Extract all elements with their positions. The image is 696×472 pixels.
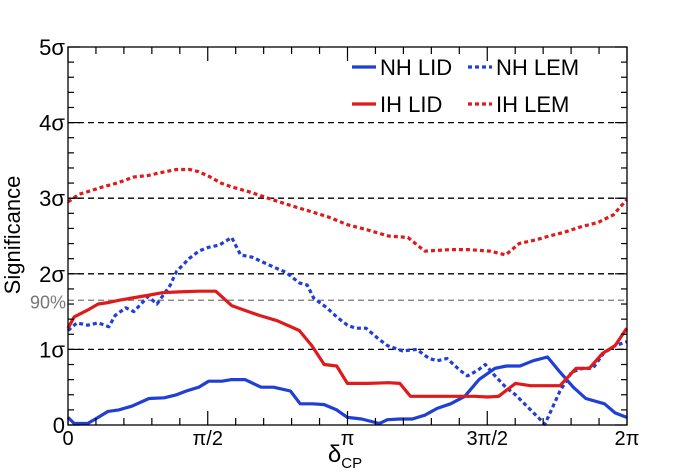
tick-labels: 0 1σ 2σ 3σ 4σ 5σ 0 π/2 π 3π/2 2π [39, 35, 639, 450]
series-line-ih-lem [67, 167, 628, 257]
x-tick-label: 3π/2 [466, 428, 508, 450]
y-tick-label: 3σ [39, 186, 65, 211]
series-line-nh-lem [66, 235, 628, 426]
y-tick-label: 5σ [39, 35, 65, 60]
legend-label: IH LID [380, 92, 442, 117]
y-tick-label: 2σ [39, 262, 65, 287]
x-tick-label: 2π [615, 428, 640, 450]
x-tick-label: 0 [62, 428, 73, 450]
axis-ticks [67, 46, 628, 426]
series-line-ih-lid [66, 289, 629, 399]
x-axis-label: δCP [328, 441, 362, 472]
y-tick-label: 0 [53, 413, 65, 438]
series-layer [66, 167, 629, 426]
series-line-nh-lid [66, 355, 628, 426]
y-tick-label: 1σ [39, 337, 65, 362]
legend: NH LID NH LEM IH LID IH LEM [352, 55, 579, 117]
x-tick-label: π/2 [193, 428, 223, 450]
legend-label: NH LEM [496, 55, 579, 80]
y-axis-label: Significance [0, 176, 25, 295]
legend-label: NH LID [380, 55, 452, 80]
y-tick-label: 4σ [39, 111, 65, 136]
reference-line-label: 90% [30, 292, 66, 312]
legend-label: IH LEM [496, 92, 569, 117]
reference-lines: 90% [30, 121, 627, 351]
x-tick-label: π [341, 428, 355, 450]
